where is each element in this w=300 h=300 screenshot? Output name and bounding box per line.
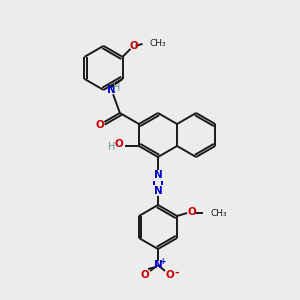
Text: H: H bbox=[113, 83, 120, 93]
Text: N: N bbox=[154, 260, 162, 270]
Text: O: O bbox=[115, 139, 123, 149]
Text: N: N bbox=[154, 186, 162, 196]
Text: CH₃: CH₃ bbox=[149, 39, 166, 48]
Text: O: O bbox=[188, 207, 197, 217]
Text: O: O bbox=[129, 41, 138, 51]
Text: O: O bbox=[96, 119, 104, 130]
Text: -: - bbox=[175, 268, 179, 278]
Text: O: O bbox=[141, 270, 149, 280]
Text: CH₃: CH₃ bbox=[210, 208, 227, 217]
Text: O: O bbox=[166, 270, 174, 280]
Text: H: H bbox=[108, 142, 116, 152]
Text: N: N bbox=[107, 85, 116, 95]
Text: N: N bbox=[154, 170, 162, 180]
Text: +: + bbox=[159, 257, 165, 266]
